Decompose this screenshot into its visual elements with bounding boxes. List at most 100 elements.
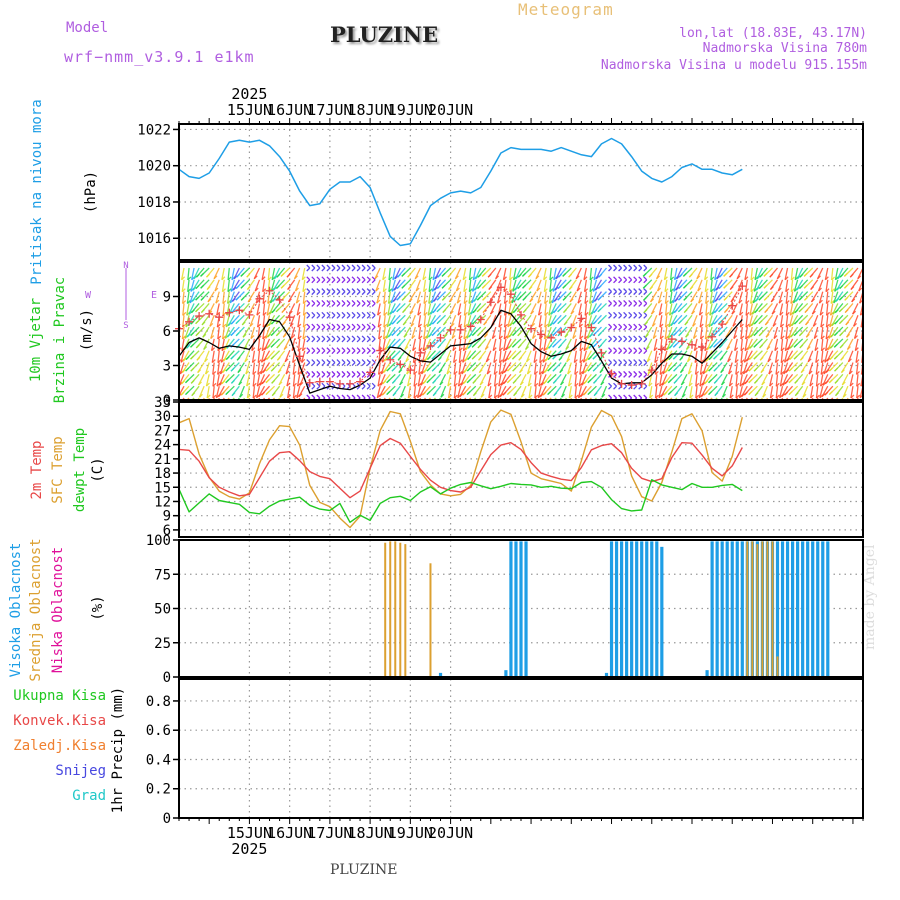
y-tick-label: 1016	[137, 231, 171, 247]
wind-barb-head	[316, 291, 321, 296]
wind-barb-tick	[205, 370, 210, 375]
wind-barb	[815, 350, 819, 363]
wind-barb-head	[628, 394, 633, 399]
wind-barb-tick	[472, 309, 477, 314]
wind-barb-head	[346, 394, 351, 399]
wind-barb	[388, 267, 391, 281]
wind-barb-tick	[206, 394, 211, 399]
wind-barb-head	[356, 291, 361, 296]
wind-barb-tick	[195, 344, 200, 349]
wind-barb-head	[356, 264, 361, 269]
coords-text: lon,lat (18.83E, 43.17N)	[679, 26, 867, 41]
wind-barb-tick	[487, 273, 492, 278]
wind-barb-tick	[481, 272, 486, 277]
wind-barb-tick	[705, 323, 710, 328]
wind-barb-tick	[415, 287, 420, 292]
wind-barb-tick	[753, 367, 758, 372]
wind-barb-tick	[463, 335, 468, 340]
wind-barb-tick	[754, 309, 759, 314]
wind-barb-tick	[257, 335, 262, 340]
wind-barb-head	[336, 276, 341, 281]
wind-barb	[782, 374, 789, 386]
wind-barb-head	[366, 385, 371, 390]
wind-barb-tick	[302, 323, 307, 328]
wind-barb-tick	[236, 356, 241, 361]
wind-barb-head	[356, 311, 361, 316]
wind-barb-head	[311, 382, 316, 387]
wind-barb-head	[306, 288, 311, 293]
high-cloud-bar	[504, 670, 508, 677]
wind-barb	[270, 279, 276, 292]
wind-barb	[704, 327, 708, 340]
wind-barb	[775, 386, 779, 399]
wind-barb-tick	[767, 358, 772, 363]
wind-barb	[542, 350, 547, 363]
wind-barb	[184, 326, 190, 339]
wind-barb	[504, 303, 507, 316]
panel-frame-precipitation	[178, 678, 864, 819]
wind-barb	[740, 338, 743, 351]
wind-barb-tick	[664, 369, 669, 373]
high-cloud-bar	[710, 541, 714, 677]
wind-barb-tick	[181, 404, 184, 407]
wind-barb-head	[346, 362, 351, 367]
wind-barb-head	[371, 276, 376, 281]
wind-barb-tick	[779, 311, 784, 316]
wind-barb	[423, 303, 427, 316]
wind-barb	[539, 338, 542, 351]
wind-barb-tick	[397, 273, 402, 278]
wind-barb	[382, 327, 386, 340]
wind-barb-head	[356, 362, 361, 367]
wind-barb-head	[356, 347, 361, 352]
wind-barb-head	[638, 311, 643, 316]
wind-barb-tick	[818, 287, 822, 292]
wind-barb	[769, 386, 774, 399]
wind-barb-tick	[674, 392, 679, 397]
wind-barb	[181, 279, 185, 292]
wind-barb	[462, 267, 467, 280]
wind-barb-tick	[386, 367, 391, 372]
x-day-label-top: 16JUN	[267, 101, 312, 119]
wind-barb-head	[326, 359, 331, 364]
wind-barb	[463, 303, 467, 316]
wind-barb-head	[366, 338, 371, 343]
wind-barb-tick	[491, 335, 496, 340]
wind-barb-tick	[472, 379, 477, 384]
wind-barb-head	[326, 302, 331, 307]
x-year-label-bottom: 2025	[231, 840, 267, 858]
wind-barb-tick	[436, 296, 441, 301]
wind-barb-tick	[826, 311, 831, 316]
wind-barb-head	[623, 314, 628, 319]
wind-barb	[262, 303, 266, 316]
wind-barb	[181, 327, 185, 340]
wind-barb-tick	[738, 299, 743, 304]
wind-barb-tick	[754, 392, 759, 397]
wind-barb-head	[618, 335, 623, 340]
wind-barb-tick	[831, 276, 836, 281]
wind-barb	[738, 386, 743, 398]
wind-barb-tick	[394, 405, 397, 408]
wind-barb-head	[623, 359, 628, 364]
wind-barb	[584, 315, 588, 328]
wind-barb-tick	[508, 300, 513, 304]
wind-barb	[222, 315, 225, 328]
wind-barb-tick	[554, 286, 559, 291]
wind-barb-tick	[785, 288, 790, 293]
wind-barb	[506, 326, 512, 339]
wind-barb	[374, 267, 381, 280]
wind-barb-tick	[848, 370, 853, 375]
wind-barb	[385, 326, 391, 339]
wind-barb-head	[341, 302, 346, 307]
wind-barb-tick	[562, 272, 567, 277]
wind-barb-tick	[181, 380, 186, 385]
wind-barb-tick	[592, 355, 597, 360]
wind-barb-head	[608, 385, 612, 390]
wind-barb-head	[331, 299, 336, 304]
wind-barb-tick	[796, 405, 799, 408]
wind-barb-tick	[242, 333, 247, 338]
wind-barb-tick	[438, 369, 443, 374]
wind-barb-head	[331, 350, 336, 355]
wind-barb-tick	[190, 367, 195, 372]
wind-barb-head	[351, 326, 356, 331]
wind-barb-tick	[790, 333, 795, 338]
